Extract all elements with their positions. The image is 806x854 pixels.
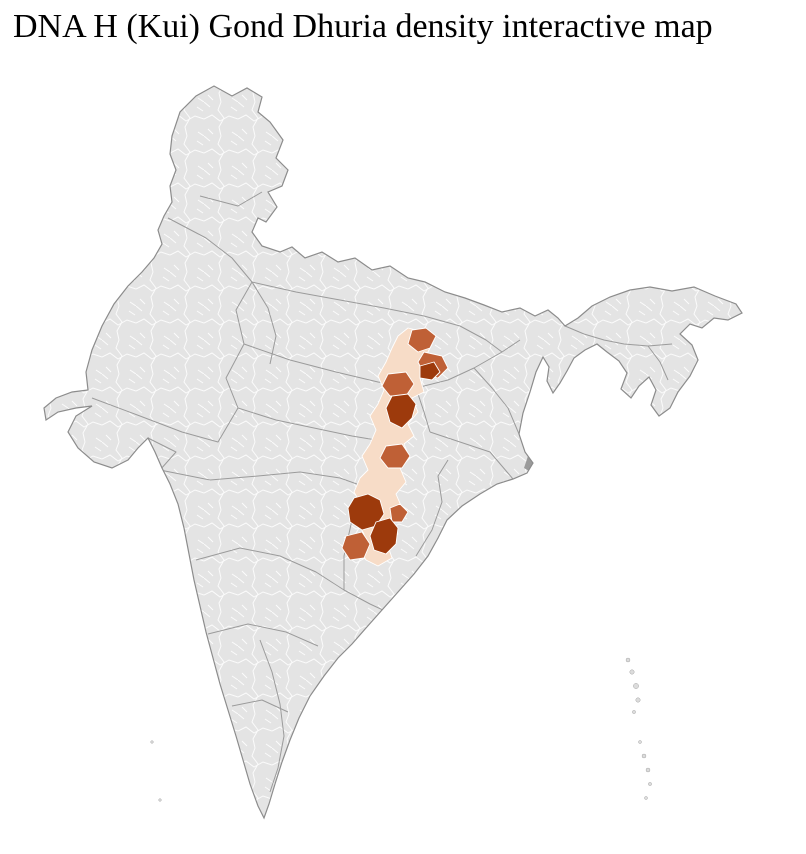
density-districts-high: [347, 361, 441, 555]
density-districts-medium: [341, 327, 449, 561]
page-title: DNA H (Kui) Gond Dhuria density interact…: [13, 8, 713, 45]
density-district-medium-4[interactable]: [379, 443, 411, 469]
density-district-high-3[interactable]: [369, 517, 399, 555]
andaman-nicobar-islands[interactable]: [625, 657, 652, 800]
india-outline: [43, 85, 743, 820]
density-district-medium-1[interactable]: [407, 327, 437, 353]
lakshadweep-islands[interactable]: [150, 740, 162, 802]
density-district-high-1[interactable]: [385, 393, 417, 429]
density-district-high-4[interactable]: [419, 361, 441, 381]
density-district-medium-5[interactable]: [341, 531, 371, 561]
